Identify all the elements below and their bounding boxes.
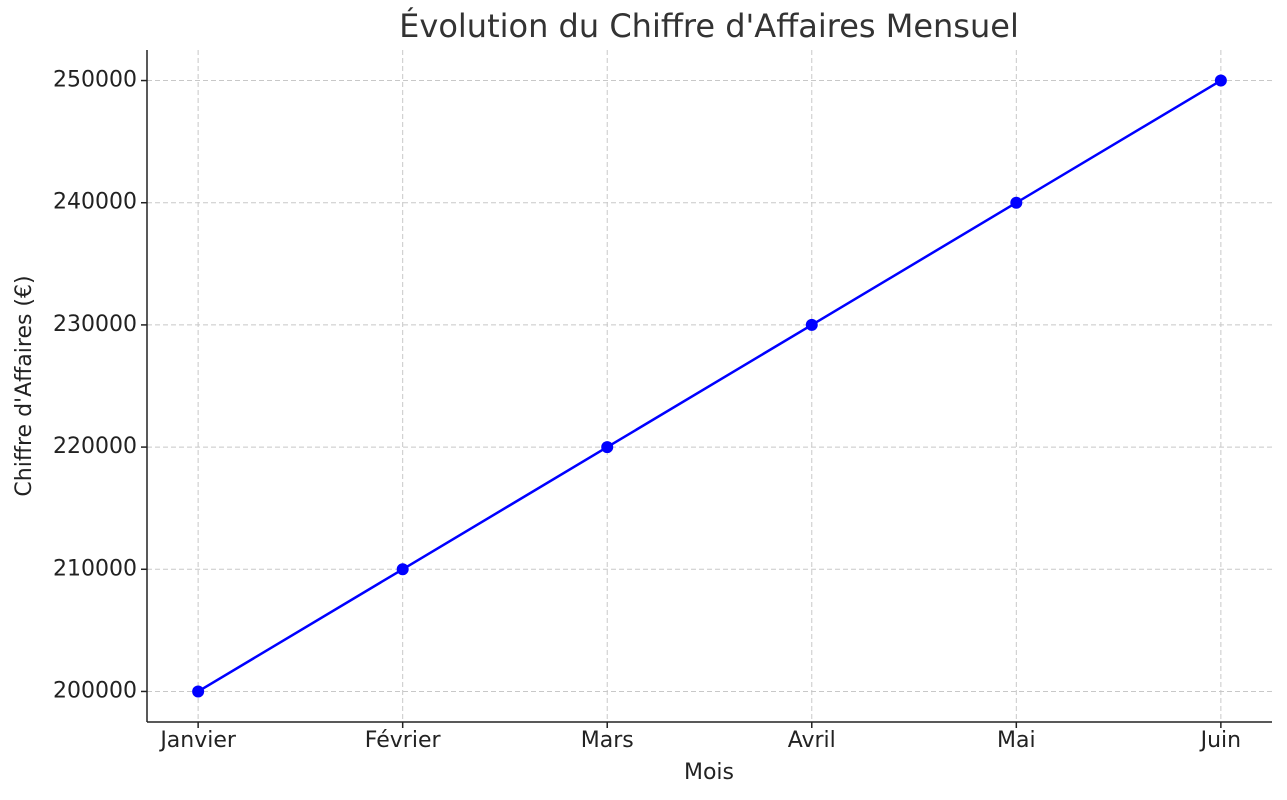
point (1010, 196, 1023, 209)
y-axis-label: Chiffre d'Affaires (€) (12, 275, 37, 496)
chart-title: Évolution du Chiffre d'Affaires Mensuel (399, 7, 1019, 45)
y-tick-label: 240000 (53, 190, 137, 215)
point (192, 685, 205, 698)
y-tick-label: 230000 (53, 312, 137, 337)
y-tick-label: 250000 (53, 68, 137, 93)
point (601, 441, 614, 454)
y-tick-label: 210000 (53, 556, 137, 581)
x-axis-label: Mois (684, 760, 734, 785)
y-tick-label: 200000 (53, 678, 137, 703)
x-tick-label: Avril (788, 728, 836, 753)
x-tick-label: Mars (581, 728, 634, 753)
x-tick-label: Juin (1199, 728, 1242, 753)
x-tick-label: Février (365, 728, 442, 753)
x-tick-label: Mai (997, 728, 1036, 753)
y-tick-label: 220000 (53, 434, 137, 459)
point (1214, 74, 1227, 87)
series-line (197, 79, 1222, 693)
point (396, 563, 409, 576)
x-tick-label: Janvier (158, 728, 237, 753)
point (805, 318, 818, 331)
